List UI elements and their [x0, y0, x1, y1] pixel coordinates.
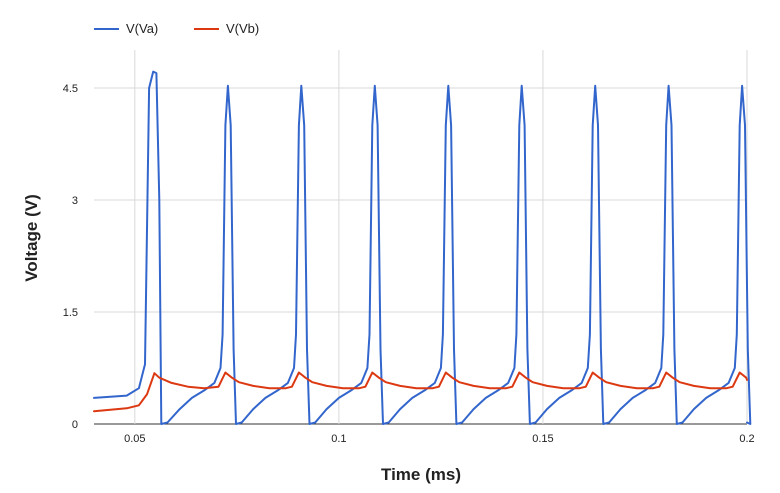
legend-label-1: V(Va) — [126, 21, 158, 36]
legend: V(Va) V(Vb) — [94, 21, 259, 36]
y-tick-label: 0 — [72, 419, 78, 431]
series-line-1 — [93, 70, 752, 425]
y-axis-title: Voltage (V) — [22, 194, 41, 282]
y-tick-label: 4.5 — [63, 83, 78, 95]
x-tick-label: 0.15 — [532, 433, 553, 445]
y-tick-label: 3 — [72, 195, 78, 207]
grid-lines — [94, 50, 748, 425]
tick-labels: 0 1.5 3 4.5 0.05 0.1 0.15 0.2 — [63, 83, 755, 445]
x-tick-label: 0.05 — [124, 433, 145, 445]
series-lines — [93, 70, 752, 425]
x-axis-title: Time (ms) — [381, 465, 461, 484]
x-tick-label: 0.2 — [739, 433, 754, 445]
y-tick-label: 1.5 — [63, 307, 78, 319]
series-line-2 — [93, 371, 748, 413]
legend-label-2: V(Vb) — [226, 21, 259, 36]
x-tick-label: 0.1 — [331, 433, 346, 445]
